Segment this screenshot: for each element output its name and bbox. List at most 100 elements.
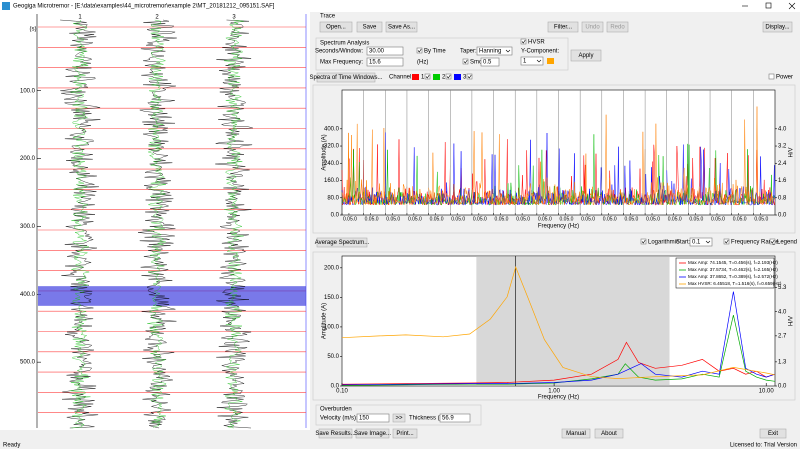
trace [147, 19, 167, 429]
y-tick-label: 0.0 [331, 384, 340, 390]
y2-tick-label: 1.6 [778, 178, 787, 184]
smoothing-input[interactable] [480, 57, 500, 67]
maximize[interactable] [765, 2, 772, 9]
check-label: Frequency Range [731, 240, 779, 246]
spectrum-noise [579, 153, 603, 206]
field-label: Seconds/Window: [315, 49, 363, 55]
open-button[interactable] [319, 21, 353, 33]
channel-check[interactable] [445, 73, 452, 80]
y-tick-label: 500.0 [20, 360, 36, 366]
channel-color[interactable] [454, 74, 461, 80]
power-check[interactable] [768, 73, 775, 80]
group-label: Trace [320, 14, 336, 20]
redo-button[interactable] [606, 21, 629, 33]
y2-axis-title: H/V [789, 147, 795, 157]
x-tick-label: 0.0 [386, 216, 393, 222]
print-button[interactable] [392, 428, 418, 439]
x-tick-label: 5.0 [545, 216, 552, 222]
ycomp-select-arrow [536, 59, 542, 63]
spectrum-noise [558, 148, 581, 206]
spectrum-noise [341, 123, 364, 206]
series-line [341, 291, 776, 386]
spectrum-noise [385, 149, 408, 205]
spectrum-noise [623, 160, 646, 206]
x-tick-label: 5.0 [675, 216, 682, 222]
trace [137, 19, 177, 429]
exit-button[interactable] [759, 428, 787, 439]
undo-button[interactable] [581, 21, 604, 33]
seconds-input-value: 30.00 [369, 49, 385, 55]
spectrum-noise [536, 132, 559, 205]
velocity-input[interactable] [356, 413, 390, 423]
smoothing-check[interactable] [462, 58, 469, 65]
spectrum-noise [536, 161, 559, 206]
save-as-button[interactable] [385, 21, 418, 33]
x-tick-label: 5.0 [480, 216, 487, 222]
legend-box [675, 257, 775, 289]
y-tick-label: 80.0 [327, 195, 339, 201]
selection [38, 286, 306, 306]
save-results-button[interactable] [318, 428, 353, 439]
close[interactable] [788, 2, 796, 10]
calc-button-label: >> [395, 416, 403, 422]
spectrum-noise [385, 132, 408, 206]
start-select[interactable] [689, 237, 713, 247]
channel-color[interactable] [433, 74, 440, 80]
apply-button[interactable] [570, 49, 602, 62]
y-tick-label: 200.0 [20, 156, 36, 162]
y-tick-label: 400.0 [324, 126, 340, 132]
x-tick-label: 0.0 [754, 216, 761, 222]
x-tick-label: 5.0 [631, 216, 638, 222]
range-check-tick [724, 239, 729, 244]
x-tick-label: 0.0 [451, 216, 458, 222]
spectrum-noise [753, 174, 776, 206]
seconds-input[interactable] [366, 46, 404, 56]
license-text: Licensed to: Trial Version [730, 443, 797, 449]
manual-button[interactable] [561, 428, 591, 439]
average-button[interactable] [316, 237, 368, 248]
spectrum-noise [514, 183, 538, 206]
taper-select[interactable] [476, 46, 513, 56]
range-check[interactable] [723, 238, 730, 245]
about-button[interactable] [594, 428, 624, 439]
save-button[interactable] [356, 21, 383, 33]
channel-label: 3 [232, 15, 236, 21]
overburden-group [315, 404, 482, 426]
legend-label: Max Amp: 74.1545, T=0.456(s), f=2.193(Hz… [688, 260, 778, 265]
channel-color[interactable] [412, 74, 419, 80]
calc-button[interactable] [392, 413, 406, 423]
check-label: HVSR [528, 40, 545, 46]
channel-check[interactable] [466, 73, 473, 80]
spectra-button[interactable] [316, 72, 376, 83]
hvsr-check[interactable] [520, 38, 527, 45]
field-label: Start: [676, 240, 691, 246]
display-button[interactable] [762, 21, 793, 33]
log-check[interactable] [640, 238, 647, 245]
channel-check[interactable] [424, 73, 431, 80]
save-results-button-label: Save Results... [315, 431, 356, 437]
status-text: Ready [3, 443, 20, 449]
legend-check[interactable] [769, 238, 776, 245]
y2-tick-label: 3.2 [778, 144, 787, 150]
thickness-input[interactable] [439, 413, 471, 423]
ycomp-select[interactable] [520, 56, 544, 66]
ycomp-select-value: 1 [523, 59, 527, 65]
y2-tick-label: 0.8 [778, 195, 787, 201]
x-axis-title: Frequency (Hz) [538, 395, 579, 401]
x-tick-label: 5.0 [696, 216, 703, 222]
spectrum-noise [406, 186, 429, 206]
app-icon [2, 2, 10, 10]
taper-select-value: Hanning [479, 49, 501, 55]
x-tick-label: 0.0 [733, 216, 740, 222]
x-tick-label: 0.0 [430, 216, 437, 222]
x-tick-label: 0.0 [516, 216, 523, 222]
filter-button[interactable] [547, 21, 579, 33]
spectrum-noise [471, 154, 494, 206]
exit-button-label: Exit [768, 431, 778, 437]
save-image-button[interactable] [355, 428, 390, 439]
by-time-check[interactable] [416, 47, 423, 54]
maxfreq-input[interactable] [366, 57, 404, 67]
x-tick-label: 0.0 [603, 216, 610, 222]
y2-tick-label: 1.3 [778, 359, 787, 365]
